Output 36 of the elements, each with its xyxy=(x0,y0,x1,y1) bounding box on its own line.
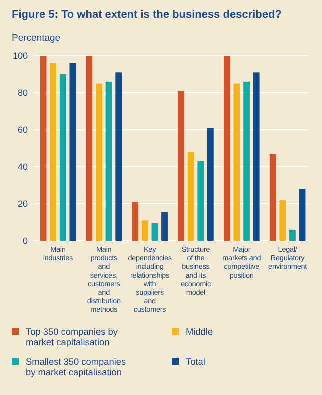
bar xyxy=(198,161,204,241)
bar xyxy=(299,189,306,241)
y-tick-label: 60 xyxy=(18,125,28,136)
bar xyxy=(188,152,194,241)
y-tick-label: 0 xyxy=(22,236,28,246)
y-tick-label: 80 xyxy=(18,88,28,98)
bar xyxy=(253,72,260,241)
bar xyxy=(60,74,66,241)
legend-label: Top 350 companies by market capitalisation xyxy=(26,327,118,348)
bar xyxy=(234,84,240,241)
legend-label: Total xyxy=(186,357,206,367)
y-axis-title: Percentage xyxy=(12,33,61,44)
y-tick-label: 40 xyxy=(18,162,28,172)
y-tick-label: 20 xyxy=(18,199,28,210)
bar xyxy=(207,128,214,241)
bar xyxy=(162,212,168,241)
bar xyxy=(86,56,93,241)
bar xyxy=(280,200,286,241)
bar xyxy=(224,56,230,241)
bar xyxy=(244,82,250,241)
bar xyxy=(270,154,276,241)
bar xyxy=(142,220,148,241)
bar xyxy=(106,82,112,241)
bar xyxy=(116,72,122,241)
bar xyxy=(178,91,184,241)
bar xyxy=(152,223,158,241)
chart-title: Figure 5: To what extent is the business described? xyxy=(12,9,282,21)
y-tick-label: 100 xyxy=(12,51,28,62)
bar xyxy=(70,63,76,241)
bar xyxy=(96,84,102,241)
bar xyxy=(50,63,56,241)
bar xyxy=(290,230,296,241)
bar xyxy=(132,202,139,241)
legend-label: Smallest 350 companies by market capitalisation xyxy=(26,357,126,378)
bar xyxy=(40,56,47,241)
legend-label: Middle xyxy=(186,327,214,337)
